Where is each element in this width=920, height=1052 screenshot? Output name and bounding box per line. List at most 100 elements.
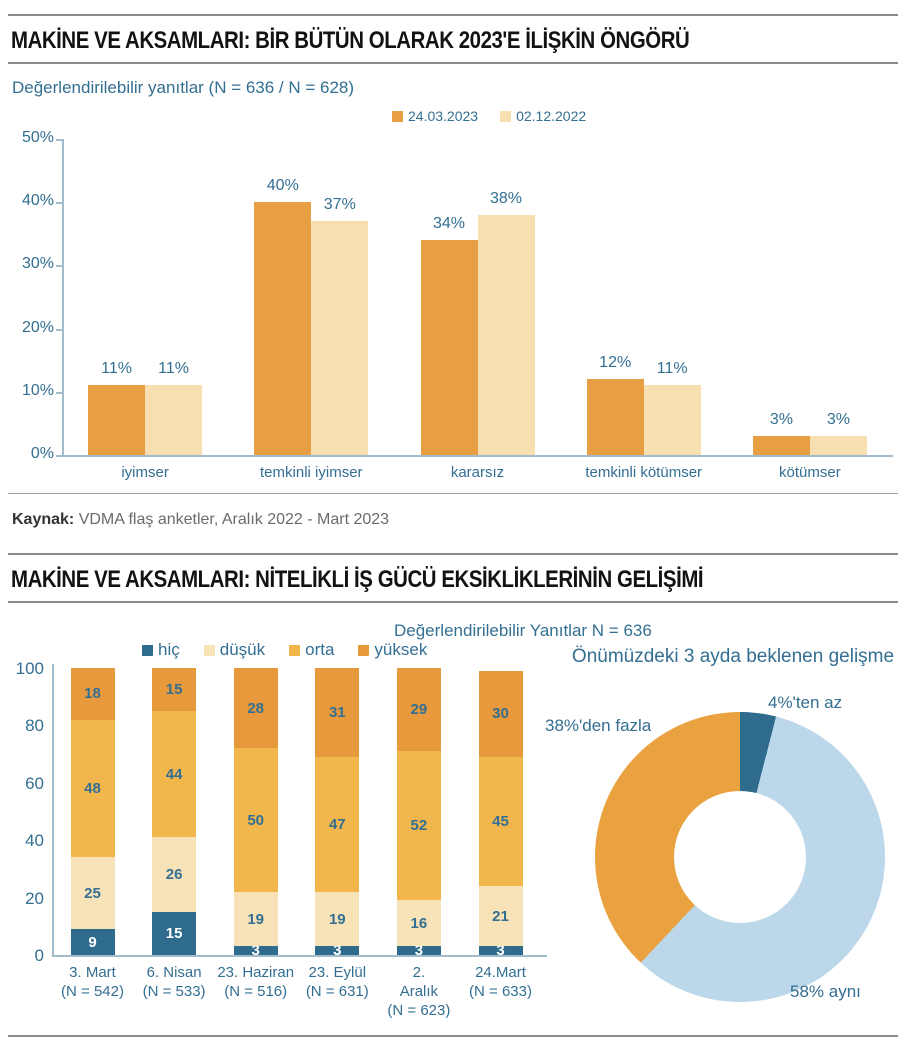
x-category-label: 6. Nisan (N = 533) [142, 964, 206, 1000]
bar-value-label: 11% [101, 360, 133, 378]
legend-swatch [142, 644, 153, 656]
bar [586, 379, 644, 455]
legend-label: hiç [158, 640, 180, 659]
y-tick-mark [56, 328, 62, 331]
stack-segment-value: 52 [410, 817, 428, 835]
y-axis [52, 664, 54, 957]
y-tick-label: 20 [25, 888, 44, 908]
bar [145, 385, 203, 455]
stack-segment: 31 [315, 668, 360, 757]
bar [88, 385, 146, 455]
divider-top [8, 14, 898, 16]
stack-segment-value: 19 [247, 910, 265, 928]
bar-value-label: 11% [656, 360, 688, 378]
stack-segment: 3 [396, 943, 441, 958]
section2-title: MAKİNE VE AKSAMLARI: NİTELİKLİ İŞ GÜCÜ E… [11, 566, 704, 593]
stack-segment: 44 [152, 711, 197, 838]
stacked-bar-chart: 0 20 40 60 80 100 9 25 48 18 3. Mart (N = 542) 15 26… [0, 610, 560, 1035]
stack-segment-value: 19 [328, 910, 346, 928]
stack-segment-value: 31 [328, 703, 346, 721]
source-label: Kaynak: [12, 511, 75, 528]
x-category-label: 24.Mart (N = 633) [469, 964, 532, 1000]
bar [809, 436, 867, 455]
stack-segment: 16 [396, 900, 441, 947]
legend-swatch [358, 644, 370, 656]
stack-segment-value: 16 [410, 914, 428, 932]
donut-hole [674, 791, 806, 923]
legend-item: orta [289, 640, 334, 660]
legend-swatch [289, 644, 301, 656]
stack-segment: 9 [70, 929, 115, 955]
bar-value-label: 34% [432, 215, 466, 233]
legend-label: yüksek [374, 640, 428, 659]
x-category-label: 23. Eylül (N = 631) [305, 964, 369, 1000]
divider-above-section2 [8, 553, 898, 555]
divider-section1 [8, 62, 898, 64]
legend-item: hiç [142, 640, 180, 660]
stack-segment-value: 15 [165, 681, 183, 699]
chart1-subtitle: Değerlendirilebilir yanıtlar (N = 636 / … [12, 78, 355, 97]
stack-segment: 18 [70, 668, 115, 720]
stack-segment: 52 [396, 751, 441, 901]
donut-slice-label: 38%'den fazla [545, 716, 652, 735]
stack-segment-value: 45 [492, 813, 509, 831]
bar [420, 240, 478, 455]
divider-below-section2-title [8, 601, 898, 603]
bar [254, 202, 312, 455]
y-tick-mark [56, 265, 62, 268]
stack-segment-value: 26 [165, 866, 183, 884]
x-category-label: iyimser [121, 464, 169, 481]
y-tick-mark [56, 139, 62, 141]
y-axis [62, 139, 64, 457]
y-tick-mark [56, 202, 62, 205]
divider-above-source [8, 493, 898, 494]
y-tick-label: 80 [25, 716, 44, 736]
y-tick-label: 60 [25, 773, 44, 793]
x-category-label: 2. Aralık (N = 623) [387, 964, 451, 1019]
divider-bottom [8, 1035, 898, 1037]
y-tick-mark [56, 455, 62, 457]
y-tick-label: 100 [15, 659, 44, 678]
y-tick-mark [56, 391, 62, 394]
bar [752, 436, 810, 455]
stack-segment: 3 [478, 943, 523, 958]
stack-segment: 47 [315, 756, 360, 892]
donut-ring [595, 712, 885, 1002]
donut-slice-label: 58% aynı [790, 982, 861, 1001]
bar-value-label: 3% [769, 411, 793, 429]
bar [311, 221, 369, 455]
stack-segment: 3 [233, 943, 278, 958]
bar-value-label: 40% [266, 177, 299, 195]
x-category-label: 23. Haziran (N = 516) [217, 964, 295, 1000]
legend-label: orta [305, 640, 335, 659]
stack-segment-value: 47 [328, 815, 346, 833]
chart2-legend: hiç düşük orta yüksek [142, 640, 427, 660]
y-tick-label: 20% [21, 318, 54, 336]
legend-item: düşük [203, 640, 266, 660]
x-category-label: temkinli kötümser [585, 464, 703, 481]
x-category-label: temkinli iyimser [260, 464, 363, 481]
bar-value-label: 3% [826, 411, 850, 429]
legend-label: düşük [219, 640, 266, 659]
stack-segment-value: 29 [410, 701, 428, 719]
stack-segment: 29 [396, 668, 441, 752]
legend-item: 24.03.2023 [392, 108, 478, 124]
stack-segment: 48 [70, 719, 115, 858]
y-tick-label: 0% [30, 445, 54, 462]
stack-segment-value: 28 [247, 699, 265, 717]
stack-segment-value: 18 [84, 685, 101, 703]
stack-segment: 15 [152, 668, 197, 712]
donut-chart: 4%'ten az 58% aynı 38%'den fazla [540, 670, 920, 1035]
stack-segment: 21 [478, 886, 523, 947]
donut-title: Önümüzdeki 3 ayda beklenen gelişme [571, 646, 895, 667]
y-tick-label: 0 [34, 946, 44, 965]
legend-label: 02.12.2022 [516, 108, 587, 124]
section1-title: MAKİNE VE AKSAMLARI: BİR BÜTÜN OLARAK 20… [11, 27, 690, 54]
stack-segment: 3 [315, 943, 360, 958]
stack-segment: 26 [152, 837, 197, 912]
bar-value-label: 12% [599, 354, 632, 372]
stack-segment-value: 21 [492, 907, 509, 925]
x-axis [62, 455, 893, 457]
legend-item: 02.12.2022 [500, 108, 586, 124]
